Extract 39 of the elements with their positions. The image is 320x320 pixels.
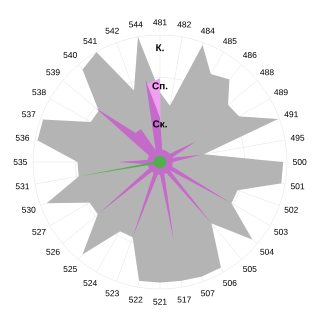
spoke-label: 544 [129,22,143,28]
spoke-label: 526 [46,248,60,255]
spoke-label: 482 [177,21,191,28]
spoke-label: 521 [153,298,167,305]
spoke-label: 502 [284,206,298,213]
spoke-label: 517 [178,296,191,303]
spoke-label: 505 [243,266,257,272]
spoke-label: 540 [63,52,77,58]
spoke-label: 507 [201,290,214,296]
spoke-label: 489 [274,89,288,96]
spoke-label: 541 [83,38,97,44]
spoke-label: 538 [32,89,46,96]
spoke-label: 503 [274,228,288,235]
spoke-label: 527 [32,228,46,235]
series-label: К. [156,44,164,52]
spoke-label: 486 [242,52,256,58]
spoke-label: 539 [46,69,60,76]
spoke-label: 506 [223,280,237,286]
spoke-label: 525 [63,266,77,272]
spoke-label: 485 [222,38,237,44]
series-label: Ск. [152,120,167,128]
spoke-label: 522 [129,296,142,303]
spoke-label: 484 [200,28,215,34]
spoke-label: 504 [260,248,274,255]
spoke-label: 523 [106,290,119,296]
spoke-label: 488 [260,69,274,76]
spoke-label: 531 [16,183,30,190]
spoke-label: 481 [153,19,167,26]
series-label: Сп. [152,82,168,90]
spoke-label: 535 [14,159,28,166]
spoke-label: 491 [284,111,298,118]
spoke-label: 536 [16,134,30,141]
spoke-label: 524 [83,280,97,286]
spoke-label: 542 [106,28,119,34]
spoke-label: 495 [290,134,304,141]
spoke-label: 530 [22,206,36,213]
spoke-label: 537 [22,111,36,118]
spoke-label: 501 [290,183,304,190]
spoke-label: 500 [292,159,306,166]
